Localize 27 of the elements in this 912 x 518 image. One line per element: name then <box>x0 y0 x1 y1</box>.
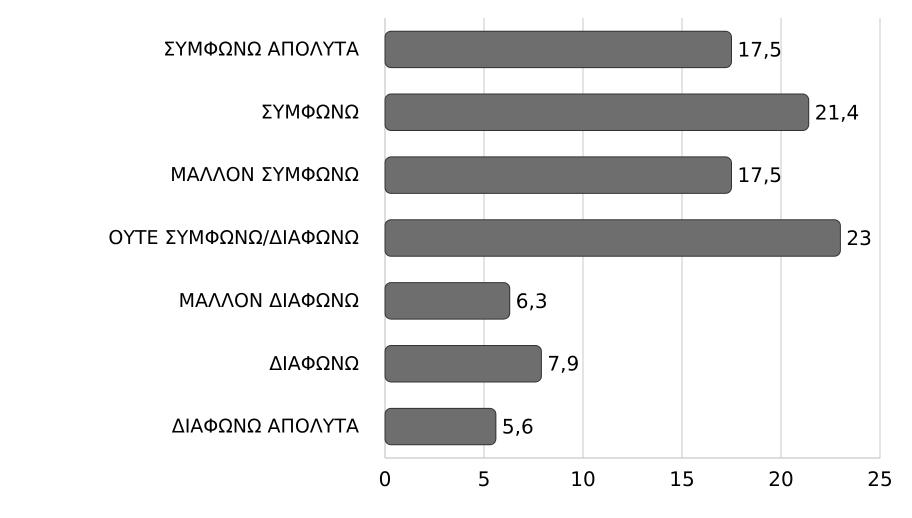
data-label: 23 <box>846 226 872 250</box>
y-tick-label: ΜΑΛΛΟΝ ΔΙΑΦΩΝΩ <box>178 290 359 312</box>
y-tick-label: ΜΑΛΛΟΝ ΣΥΜΦΩΝΩ <box>170 164 359 186</box>
x-tick-label: 0 <box>378 467 392 492</box>
data-label: 21,4 <box>814 100 860 124</box>
y-tick-label: ΣΥΜΦΩΝΩ ΑΠΟΛΥΤΑ <box>163 38 359 61</box>
y-tick-label: ΣΥΜΦΩΝΩ <box>260 101 359 124</box>
x-tick-label: 25 <box>867 467 893 492</box>
bar <box>384 344 542 382</box>
x-tick-label: 5 <box>478 467 490 492</box>
x-tick-label: 10 <box>570 467 596 492</box>
y-tick-label: ΟΥΤΕ ΣΥΜΦΩΝΩ/ΔΙΑΦΩΝΩ <box>108 227 359 250</box>
bar <box>384 282 510 320</box>
bar <box>384 30 732 68</box>
bar <box>384 94 810 132</box>
data-label: 17,5 <box>738 37 782 62</box>
data-label: 17,5 <box>738 163 782 188</box>
x-tick-label: 20 <box>768 467 794 492</box>
data-label: 7,9 <box>547 352 580 376</box>
y-tick-label: ΔΙΑΦΩΝΩ <box>269 352 359 375</box>
y-tick-label: ΔΙΑΦΩΝΩ ΑΠΟΛΥΤΑ <box>172 416 359 438</box>
data-label: 6,3 <box>516 288 548 313</box>
bar <box>384 219 841 257</box>
data-label: 5,6 <box>502 414 534 439</box>
bar <box>384 156 732 194</box>
x-tick-label: 15 <box>669 467 695 492</box>
bar <box>384 408 496 446</box>
